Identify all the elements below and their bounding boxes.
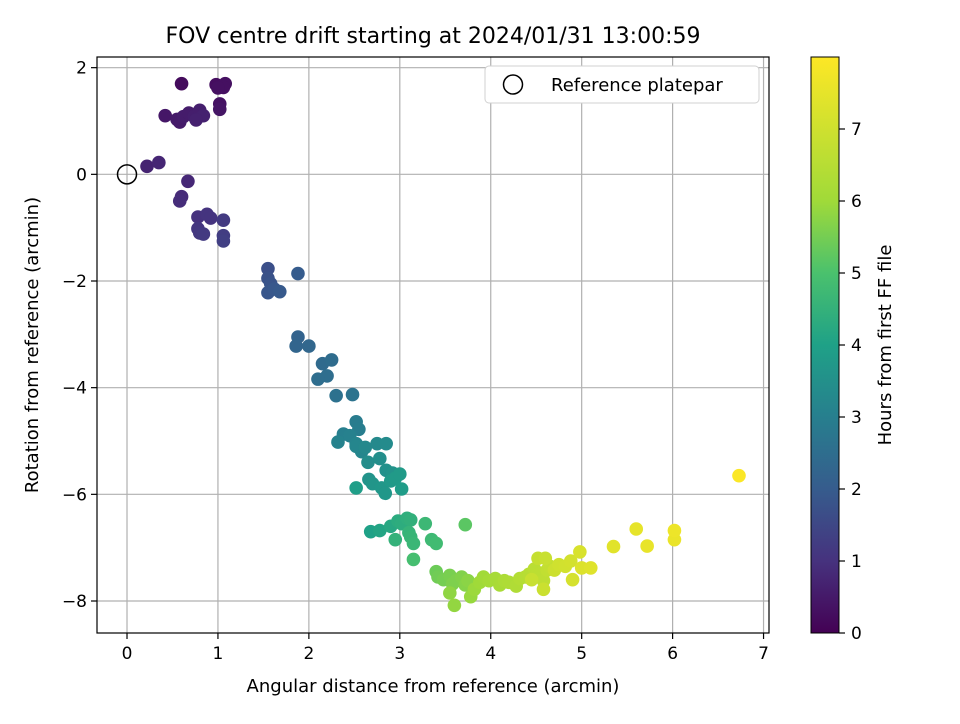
data-point [140,159,154,174]
data-point [329,388,343,403]
data-point [189,113,203,127]
data-point [373,523,387,538]
legend-box [484,65,760,104]
data-point [563,554,578,568]
legend-marker-icon [502,74,524,95]
data-point [196,227,211,241]
data-point [181,174,195,189]
data-point [311,372,325,386]
x-tick-label: 3 [394,644,405,664]
reference-marker [116,164,138,185]
data-point [403,513,418,527]
data-point [606,539,621,554]
x-tick-label: 5 [576,644,587,664]
data-point [379,436,393,451]
y-tick-label: −2 [62,272,87,292]
data-point [667,523,682,538]
x-tick-label: 7 [758,644,769,664]
data-point [394,482,409,496]
colorbar-tick-label: 2 [851,480,862,500]
axes-frame [96,56,770,634]
x-tick-label: 0 [122,644,133,664]
colorbar-tick-label: 3 [851,408,862,428]
data-point [536,582,551,597]
data-point [174,76,189,91]
colorbar: 0 1 2 3 4 5 6 7 Hours from first FF file [810,56,896,644]
data-point [203,211,218,225]
y-tick-label: 2 [76,59,87,79]
data-point [261,261,275,276]
colorbar-tick-label: 7 [851,120,862,140]
legend-label: Reference platepar [551,75,723,96]
y-tick-label: −4 [62,379,87,399]
colorbar-gradient [810,56,840,634]
grid-lines [97,57,769,633]
y-tick-label: −6 [62,485,87,505]
data-point [418,516,433,531]
data-point [429,536,443,551]
y-axis-label: Rotation from reference (arcmin) [22,197,43,493]
data-point [349,481,363,495]
legend: Reference platepar [484,65,760,104]
data-point [573,545,587,559]
data-point [629,522,644,536]
data-point [538,551,553,566]
colorbar-tick-label: 1 [851,552,862,572]
colorbar-tick-label: 4 [851,336,862,356]
data-point [458,517,473,532]
data-point [158,108,173,123]
x-tick-label: 1 [213,644,224,664]
y-tick-label: 0 [76,165,87,185]
data-point [172,194,187,208]
data-point [447,598,462,613]
x-axis-ticks: 0 1 2 3 4 5 6 7 [122,633,769,664]
data-point [640,539,654,553]
data-point [524,572,539,587]
colorbar-ticks: 0 1 2 3 4 5 6 7 [839,120,862,644]
data-point [393,467,407,481]
data-point [345,387,360,402]
data-point [361,455,375,470]
reference-platepar-marker [116,164,138,185]
data-point [388,532,403,547]
x-axis-label: Angular distance from reference (arcmin) [247,676,620,697]
data-point [211,81,225,95]
data-point [732,468,746,483]
x-tick-label: 2 [303,644,314,664]
x-tick-label: 4 [485,644,496,664]
data-point [358,440,373,455]
y-axis-ticks: 2 0 −2 −4 −6 −8 [62,59,97,612]
data-point [302,339,316,353]
data-point [212,102,227,117]
colorbar-tick-label: 6 [851,192,862,212]
data-points [140,76,746,613]
data-point [331,435,345,449]
data-point [443,586,457,600]
data-point [291,266,305,281]
data-point [216,234,231,248]
data-point [272,284,287,299]
data-point [378,486,393,501]
chart-title: FOV centre drift starting at 2024/01/31 … [166,24,701,49]
y-tick-label: −8 [62,592,87,612]
colorbar-tick-label: 5 [851,264,862,284]
data-point [583,561,598,575]
x-tick-label: 6 [667,644,678,664]
data-point [406,536,421,551]
data-point [406,552,421,567]
data-point [152,155,166,170]
data-point [216,213,231,227]
colorbar-tick-label: 0 [851,624,862,644]
data-point [565,572,580,587]
data-point [289,339,303,353]
data-point [373,451,387,466]
data-point [324,353,339,367]
colorbar-label: Hours from first FF file [875,245,896,446]
